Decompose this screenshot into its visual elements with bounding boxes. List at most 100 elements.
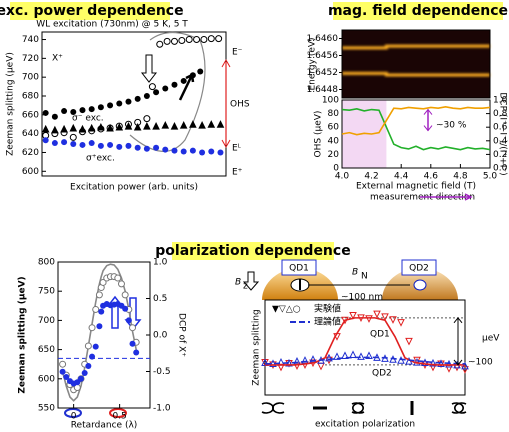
data-point [317,362,325,371]
pol-icon [109,408,127,418]
annotation: ~30 % [436,121,467,131]
data-point [189,147,196,154]
data-point [133,122,142,131]
y-tick-label: 80 [328,109,340,119]
data-point [405,337,413,346]
data-point [92,343,99,350]
data-point [124,121,133,130]
data-point [207,35,215,43]
theory-curve [129,31,206,152]
data-point [88,140,95,147]
data-point [389,316,397,324]
data-point [70,109,77,115]
data-point [97,122,105,131]
data-point [133,349,140,356]
title-highlight [333,2,503,20]
data-point [143,115,151,123]
data-point [349,312,357,320]
data-point [179,121,188,129]
data-point [373,310,381,319]
data-point [125,98,132,105]
data-point [115,122,124,131]
x-tick-label: 5.0 [483,172,498,182]
y-tick-label: 800 [38,258,55,268]
data-point [125,142,132,149]
x-tick-label: 4.2 [364,172,378,182]
y2-tick-label: 0.6 [493,123,508,133]
data-point [106,123,114,132]
data-point [162,146,169,153]
y-tick-label: 660 [22,110,39,120]
legend-label: 実験値 [314,303,341,315]
data-point [116,143,123,150]
y2-tick-label: 0.4 [493,136,508,146]
data-point [170,121,179,130]
data-point [95,291,103,299]
x-axis-label: External magnetic field (T) [356,182,476,192]
y-tick-label: 0 [333,164,339,174]
qd2-box [401,259,437,276]
x-axis-label: excitation polarization [315,420,415,430]
y-axis-label: Zeeman splitting (μeV) [18,276,28,393]
y-tick-label: 700 [38,316,55,326]
data-point [197,68,204,75]
y-tick-label: 740 [22,35,39,45]
y2-tick-label: 0.5 [153,294,167,304]
y2-tick-label: 1.0 [493,96,508,106]
data-point [365,351,373,359]
splitting-arrow [453,317,463,366]
series-line [341,108,491,151]
data-point [143,121,151,130]
y-tick-label: 650 [38,345,55,355]
data-point [134,95,141,102]
data-point [96,323,103,330]
x-tick-label: 4.8 [453,172,468,182]
annotation: μeV [482,334,500,344]
data-point [61,139,68,146]
data-point [89,353,96,360]
data-point [51,140,58,147]
data-point [60,124,68,133]
data-point [99,278,107,286]
data-point [333,352,341,360]
data-point [207,120,216,128]
annotation: QD2 [372,369,392,379]
emission-line [342,44,490,50]
emission-line [342,71,490,77]
data-point [461,361,469,370]
data-point [199,149,206,156]
data-point [78,375,84,382]
y-tick-label: 1.6448 [307,85,339,95]
data-point [51,125,59,134]
data-point [180,148,187,155]
y-axis-label: Energy (eV) [308,37,318,90]
annotation: E⁺ [232,168,243,178]
data-point [98,308,105,315]
data-point [92,305,100,313]
y-axis-label: OHS (μeV) [314,111,324,158]
annotation: OHS [230,100,250,110]
y-tick-label: 1.6460 [307,34,339,44]
data-point [178,36,186,44]
chart-subtitle: WL excitation (730nm) @ 5 K, 5 T [36,20,188,30]
annotation: QD1 [370,330,390,340]
y-tick-label: 100 [322,96,339,106]
y2-tick-label: 0.2 [493,150,507,160]
data-point [461,366,469,374]
data-point [216,120,225,128]
data-point [121,291,129,299]
data-point [79,107,86,114]
title-highlight [172,242,334,260]
direction-arrow [420,193,473,201]
y2-tick-label: -0.5 [153,367,171,377]
y-tick-label: 1.6456 [307,51,339,61]
data-point [81,369,88,376]
y-tick-label: 1.6452 [307,68,339,78]
annotation: ~100 [468,358,493,368]
image-background [342,30,490,98]
polarization-icons [261,401,467,415]
data-point [63,374,70,381]
data-point [161,121,170,129]
y-tick-label: 60 [328,123,340,133]
